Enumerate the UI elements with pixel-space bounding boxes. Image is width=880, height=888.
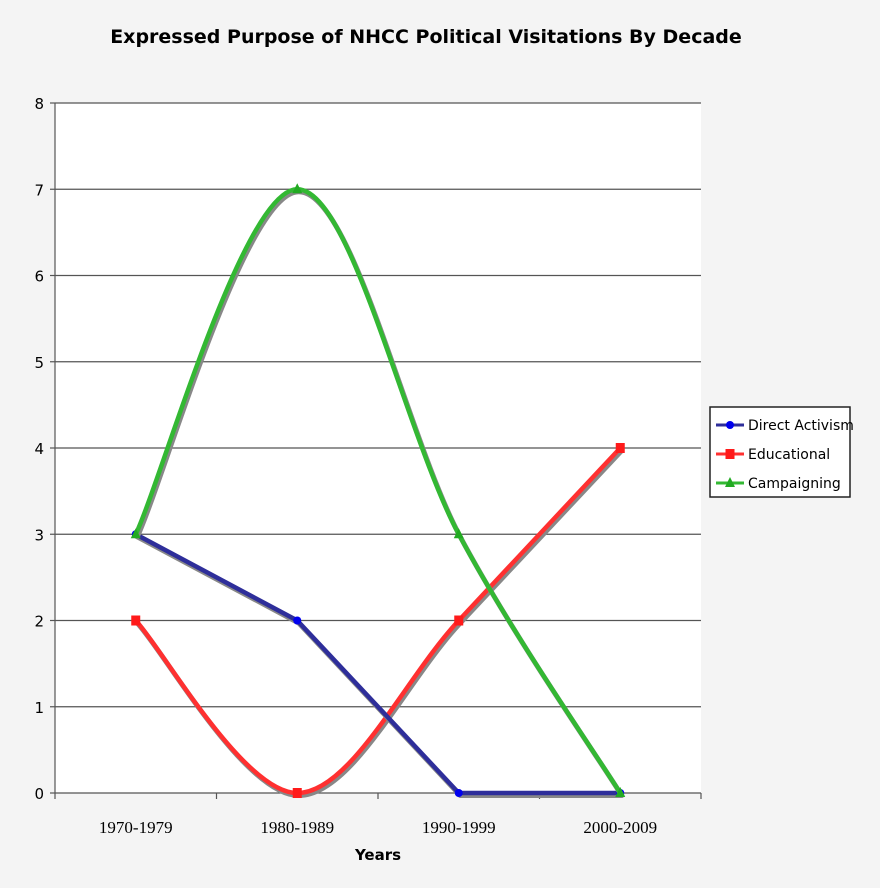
- y-tick-label: 5: [34, 354, 44, 372]
- x-tick-label: 1970-1979: [99, 818, 173, 837]
- legend-item: Educational: [716, 447, 830, 463]
- x-tick-label: 1990-1999: [422, 818, 496, 837]
- data-point-circle-icon: [454, 789, 463, 797]
- data-point-triangle-icon: [453, 528, 464, 539]
- data-point-square-icon: [131, 615, 141, 626]
- legend: Direct Activism Educational Campaigning: [709, 406, 854, 498]
- y-tick-label: 3: [34, 526, 44, 544]
- series-educational: [131, 443, 625, 798]
- data-series: [130, 183, 626, 798]
- data-point-square-icon: [725, 449, 735, 459]
- data-point-triangle-icon: [615, 787, 626, 797]
- legend-label: Campaigning: [748, 476, 841, 492]
- data-point-circle-icon: [726, 421, 734, 429]
- y-axis-ticks: 0 1 2 3 4 5 6 7 8: [34, 95, 44, 803]
- data-point-triangle-icon: [725, 477, 735, 487]
- legend-label: Educational: [748, 447, 830, 463]
- x-axis-ticks: 1970-1979 1980-1989 1990-1999 2000-2009: [99, 818, 657, 837]
- data-point-square-icon: [615, 443, 625, 453]
- y-tick-label: 8: [34, 95, 44, 113]
- x-axis-title: Years: [354, 846, 401, 864]
- data-point-triangle-icon: [292, 183, 303, 194]
- x-tick-label: 2000-2009: [583, 818, 657, 837]
- series-line: [133, 532, 623, 796]
- chart-title: Expressed Purpose of NHCC Political Visi…: [110, 26, 742, 48]
- gridlines: [55, 102, 701, 708]
- legend-label: Direct Activism: [748, 418, 854, 434]
- data-point-circle-icon: [293, 616, 302, 625]
- legend-item: Direct Activism: [716, 418, 854, 434]
- series-line: [133, 445, 623, 796]
- data-point-triangle-icon: [130, 528, 141, 539]
- y-tick-label: 2: [34, 613, 44, 631]
- y-tick-label: 4: [34, 440, 44, 458]
- data-point-square-icon: [454, 615, 464, 626]
- series-campaigning: [130, 183, 626, 798]
- series-line: [133, 187, 623, 796]
- y-tick-label: 7: [34, 181, 44, 199]
- x-tick-label: 1980-1989: [260, 818, 334, 837]
- y-tick-label: 0: [34, 785, 44, 803]
- legend-item: Campaigning: [716, 476, 841, 492]
- y-tick-label: 1: [34, 699, 44, 717]
- data-point-square-icon: [292, 788, 302, 798]
- y-tick-label: 6: [34, 268, 44, 286]
